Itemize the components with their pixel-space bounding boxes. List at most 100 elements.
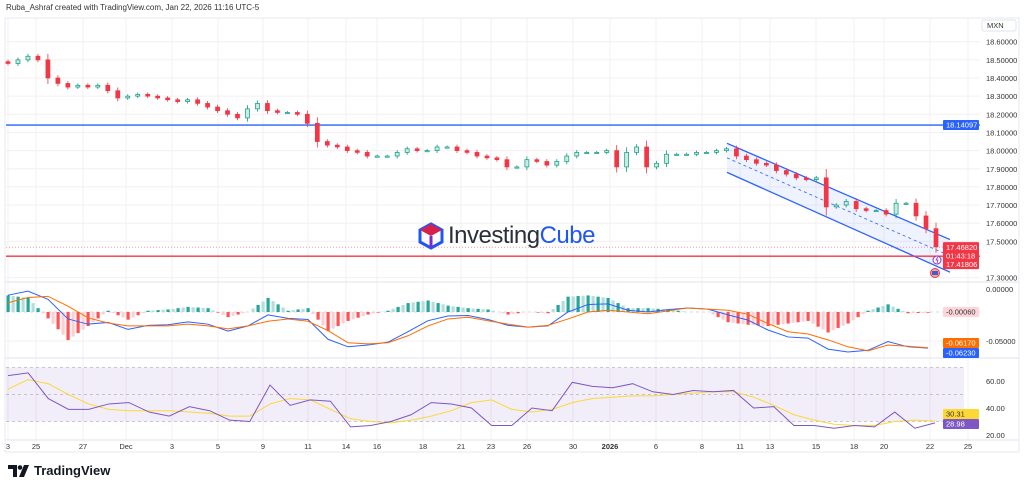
- candle-down: [265, 103, 270, 112]
- macd-histogram-bar: [631, 308, 635, 312]
- candle-up: [893, 202, 899, 215]
- rsi-ma-tag: 30.31: [946, 410, 965, 419]
- macd-histogram-bar: [21, 297, 25, 312]
- macd-histogram-bar: [261, 301, 265, 312]
- grid: [6, 18, 980, 440]
- lightning-icon: [932, 255, 942, 265]
- candle-down: [145, 93, 151, 97]
- candle-down: [354, 150, 360, 153]
- macd-histogram-bar: [156, 310, 160, 312]
- macd-histogram-bar: [561, 300, 565, 312]
- macd-histogram-bar: [176, 308, 180, 312]
- x-tick-label: 11: [304, 442, 312, 451]
- macd-histogram-bar: [361, 312, 365, 317]
- tradingview-logo[interactable]: TradingView: [8, 463, 110, 478]
- candle-down: [544, 161, 550, 166]
- macd-histogram-bar: [396, 306, 400, 312]
- macd-histogram-bar: [46, 312, 50, 319]
- macd-histogram-bar: [841, 312, 845, 326]
- currency-box: [981, 19, 1017, 32]
- macd-histogram-bar: [866, 310, 870, 312]
- macd-histogram-bar: [851, 312, 855, 321]
- candle-down: [803, 177, 809, 180]
- x-tick-label: 3: [170, 442, 174, 451]
- macd-histogram-bar: [356, 312, 360, 318]
- candle-up: [245, 108, 250, 119]
- macd-histogram-bar: [36, 308, 40, 312]
- candle-up: [674, 153, 679, 156]
- macd-histogram-bar: [861, 312, 865, 314]
- chart-caption: Ruba_Ashraf created with TradingView.com…: [6, 3, 260, 12]
- macd-histogram-bar: [401, 304, 405, 312]
- candle-up: [15, 59, 21, 64]
- macd-histogram-bar: [351, 312, 355, 320]
- macd-histogram-bar: [731, 312, 735, 323]
- macd-histogram-bar: [896, 308, 900, 312]
- macd-histogram-bar: [651, 308, 655, 312]
- candle-up: [813, 177, 819, 180]
- x-tick-label: 27: [79, 442, 87, 451]
- macd-histogram-bar: [181, 307, 185, 312]
- macd-histogram-bar: [76, 312, 80, 334]
- candle-down: [734, 148, 739, 157]
- macd-histogram-bar: [426, 300, 430, 312]
- macd-histogram-bar: [646, 308, 650, 312]
- x-tick-label: 25: [32, 442, 40, 451]
- candle-up: [135, 93, 141, 97]
- candle-down: [913, 202, 919, 217]
- x-tick-label: 13: [766, 442, 774, 451]
- macd-histogram-bar: [901, 311, 905, 312]
- lightning-glyph: [935, 256, 939, 264]
- candle-up: [634, 146, 639, 153]
- support-level-tag: 18.14097: [946, 121, 977, 130]
- macd-histogram-bar: [461, 307, 465, 312]
- macd-histogram-bar: [816, 312, 820, 327]
- macd-histogram-bar: [886, 304, 890, 312]
- macd-histogram-bar: [911, 312, 915, 314]
- x-tick-label: 25: [964, 442, 972, 451]
- x-tick-label: 18: [850, 442, 858, 451]
- macd-histogram-bar: [916, 312, 920, 314]
- candle-up: [624, 152, 630, 168]
- candle-down: [215, 106, 220, 112]
- macd-histogram-bar: [226, 312, 230, 318]
- channel-fill: [727, 143, 950, 273]
- macd-histogram-bar: [511, 312, 515, 314]
- macd-histogram-bar: [171, 308, 175, 312]
- x-tick-label: 30: [569, 442, 577, 451]
- us-flag-icon: [930, 268, 940, 278]
- x-tick-label: 21: [457, 442, 465, 451]
- rsi-pane: [6, 367, 964, 429]
- macd-histogram-bar: [546, 312, 550, 314]
- red-level-tag: 17.41806: [946, 260, 977, 269]
- candle-up: [584, 152, 590, 154]
- macd-histogram-bar: [31, 303, 35, 312]
- rsi-ma-line: [7, 379, 936, 427]
- candle-down: [5, 61, 11, 64]
- macd-histogram-bar: [116, 312, 120, 316]
- macd-histogram-bar: [386, 310, 390, 312]
- x-tick-label: Dec: [119, 442, 133, 451]
- candle-up: [95, 84, 101, 88]
- price-tick-label: 17.70000: [986, 201, 1017, 210]
- candle-down: [793, 173, 799, 179]
- macd-histogram-bar: [681, 311, 685, 312]
- macd-histogram-bar: [316, 312, 320, 320]
- macd-histogram-bar: [601, 297, 605, 312]
- macd-histogram-bar: [416, 301, 420, 312]
- candle-down: [744, 155, 749, 161]
- candle-up: [424, 150, 430, 153]
- macd-histogram-bar: [216, 312, 220, 313]
- candle-down: [324, 141, 330, 146]
- macd-histogram-bar: [291, 310, 295, 312]
- macd-histogram-bar: [211, 310, 215, 312]
- candle-up: [255, 103, 260, 110]
- candle-down: [474, 152, 480, 157]
- candle-down: [454, 146, 460, 151]
- x-tick-label: 26: [523, 442, 531, 451]
- price-tick-label: 18.40000: [986, 74, 1017, 83]
- candle-down: [275, 110, 280, 113]
- macd-tick-label: -0.05000: [986, 337, 1016, 346]
- candle-up: [444, 146, 450, 149]
